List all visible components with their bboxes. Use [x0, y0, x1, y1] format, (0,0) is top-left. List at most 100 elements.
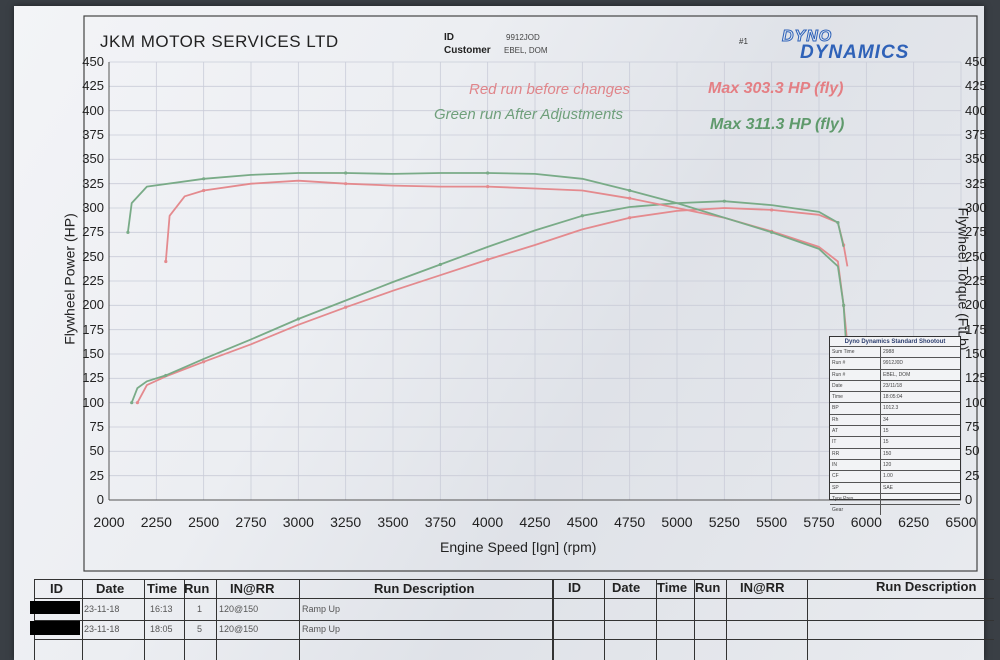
red-run-note: Red run before changes — [469, 81, 630, 98]
shootout-key: Run # — [830, 369, 881, 380]
shootout-row: IN 120 — [830, 458, 960, 471]
shootout-value: 9912J0D — [883, 360, 904, 367]
series-point — [770, 230, 774, 234]
series-point — [770, 208, 774, 212]
row2-time: 18:05 — [150, 624, 173, 634]
chart-grid — [108, 61, 962, 501]
shootout-row: RR 150 — [830, 447, 960, 459]
x-tick-label: 5750 — [803, 514, 835, 530]
row2-run: 5 — [197, 624, 203, 634]
shootout-value: 1012.3 — [883, 405, 899, 412]
shootout-row: CF 1.00 — [830, 470, 960, 482]
series-point — [486, 184, 490, 189]
col-time: Time — [147, 581, 178, 596]
chart-frame — [83, 15, 978, 572]
green-max-label: Max 311.3 HP (fly) — [710, 116, 845, 133]
series-point — [344, 182, 348, 186]
y-tick-label: 175 — [82, 321, 104, 337]
shootout-key: Run # — [830, 358, 881, 369]
shootout-key: RR — [830, 448, 881, 459]
shootout-value: 18:05:04 — [883, 394, 903, 401]
shootout-key: AT — [830, 426, 881, 437]
shootout-value: EBEL, DOM — [883, 371, 911, 378]
y2-tick-label: 100 — [965, 394, 987, 410]
y-tick-label: 150 — [82, 346, 104, 361]
col-run: Run — [184, 581, 210, 596]
shootout-title: Dyno Dynamics Standard Shootout — [844, 339, 946, 345]
series-point — [164, 259, 168, 264]
logo-line-1: DYNO — [781, 28, 833, 46]
series-line-1 — [136, 207, 849, 404]
series-point — [438, 262, 442, 267]
shootout-value — [881, 505, 960, 515]
col-date-2: Date — [612, 580, 641, 595]
y-tick-label: 75 — [89, 419, 104, 434]
green-run-note: Green run After Adjustments — [434, 106, 623, 123]
row2-description: Ramp Up — [302, 624, 341, 634]
x-tick-label: 4250 — [519, 514, 551, 530]
y2-axis-title: Flywheel Torque (FtLb) — [955, 207, 972, 351]
col-time-2: Time — [657, 580, 688, 595]
series-point — [164, 373, 168, 378]
shootout-row: Run # EBEL, DOM — [830, 368, 960, 380]
series-point — [135, 401, 139, 405]
y2-tick-label: 150 — [965, 346, 987, 361]
shootout-key: Time — [830, 392, 881, 403]
y-axis-title: Flywheel Power (HP) — [61, 213, 78, 345]
shootout-value: 120 — [883, 461, 892, 468]
x-tick-label: 5250 — [708, 514, 740, 530]
series-point — [722, 199, 726, 203]
shootout-row: Sum Time 2988 — [830, 346, 960, 358]
shootout-value: 23/11/18 — [883, 382, 903, 389]
col-run-description-2: Run Description — [876, 579, 977, 594]
x-tick-label: 5000 — [661, 514, 693, 530]
red-max-label: Max 303.3 HP (fly) — [708, 80, 844, 97]
y-tick-label: 350 — [82, 151, 104, 167]
col-date: Date — [96, 581, 125, 596]
company-name: JKM MOTOR SERVICES LTD — [100, 32, 339, 51]
y2-tick-label: 450 — [965, 54, 987, 69]
shootout-value: 150 — [883, 450, 892, 457]
sheet-border — [83, 15, 978, 572]
shootout-key: Sum Time — [830, 347, 881, 358]
shootout-value: SAE — [883, 484, 894, 491]
standard-shootout-table: Dyno Dynamics Standard Shootout Sum Time… — [829, 336, 961, 516]
col-inrr: IN@RR — [230, 581, 275, 596]
y-tick-label: 450 — [82, 54, 104, 69]
dyno-sheet: JKM MOTOR SERVICES LTD ID Customer 9912J… — [14, 6, 994, 660]
row2-date: 23-11-18 — [84, 624, 120, 634]
series-line-4 — [127, 172, 849, 364]
x-tick-label: 6500 — [945, 514, 977, 530]
series-point — [580, 214, 584, 218]
row1-inrr: 120@150 — [219, 604, 259, 614]
y-tick-label: 275 — [82, 224, 104, 240]
x-axis-title: Engine Speed [Ign] (rpm) — [440, 539, 597, 555]
shootout-value: 34 — [883, 416, 889, 423]
dyno-dynamics-logo: DYNO DYNAMICS — [772, 28, 962, 66]
x-tick-label: 4000 — [472, 514, 504, 530]
x-tick-label: 2250 — [140, 514, 172, 530]
row1-run: 1 — [197, 604, 203, 614]
shootout-key: Rh — [830, 414, 881, 426]
y2-tick-label: 225 — [965, 273, 987, 288]
redacted-id-2 — [30, 621, 80, 635]
y-tick-label: 100 — [82, 394, 104, 410]
col-run-2: Run — [695, 580, 721, 595]
shootout-value — [881, 494, 960, 504]
shootout-row: BP 1012.3 — [830, 402, 960, 414]
x-tick-label: 4750 — [614, 514, 646, 530]
y2-tick-label: 400 — [965, 102, 987, 118]
y-tick-label: 375 — [82, 127, 104, 142]
y2-tick-label: 425 — [965, 78, 987, 94]
dyno-chart — [83, 15, 978, 572]
series-point — [202, 360, 206, 364]
x-tick-label: 3500 — [377, 514, 409, 530]
shootout-key: IT — [830, 437, 881, 448]
series-point — [628, 188, 632, 193]
x-tick-label: 3000 — [282, 514, 314, 530]
run-log-table: ID Date Time Run IN@RR Run Description I… — [30, 579, 994, 660]
x-tick-label: 6250 — [898, 514, 930, 530]
series-line-3 — [164, 179, 849, 345]
run-marker: #1 — [739, 37, 748, 46]
series-point — [842, 303, 846, 307]
